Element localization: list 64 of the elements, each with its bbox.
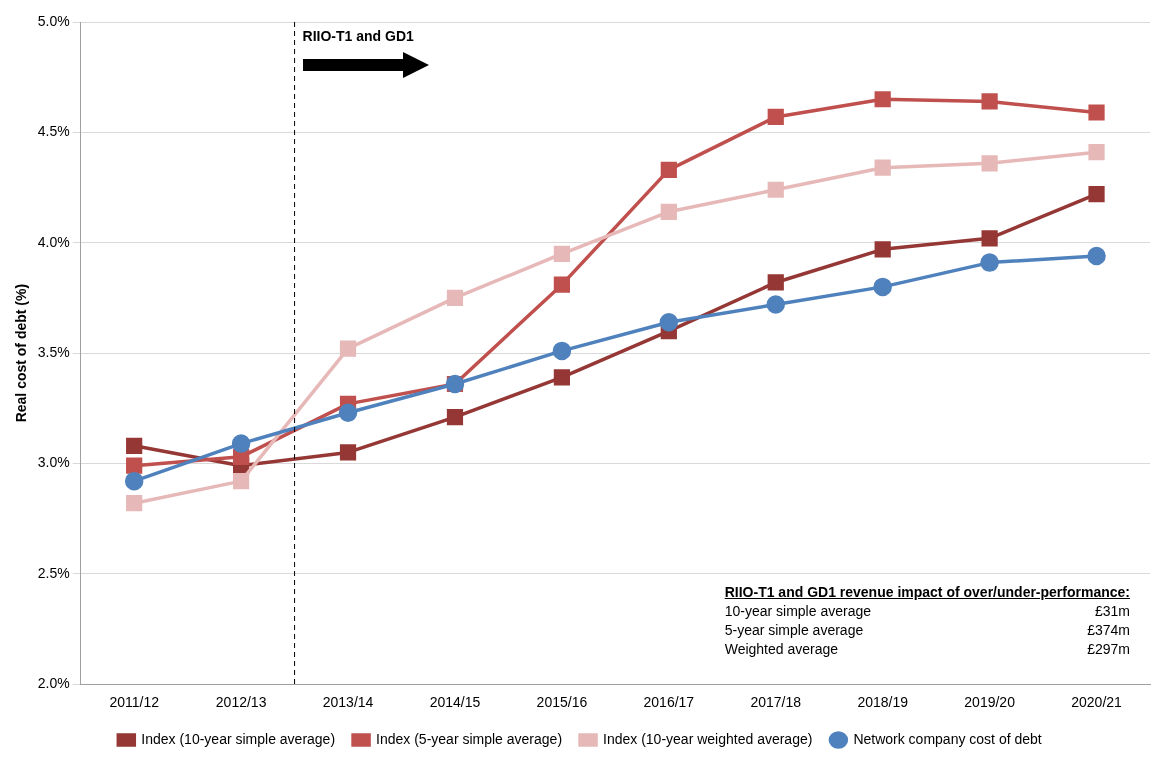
point [339, 340, 357, 357]
point [1088, 144, 1105, 161]
legend-label: Network company cost of debt [853, 730, 1042, 747]
x-tick-label: 2016/17 [643, 694, 695, 711]
x-tick-label: 2019/20 [964, 694, 1016, 711]
point [767, 181, 784, 198]
annotation: £297m [1086, 641, 1130, 658]
point [766, 295, 785, 314]
point [124, 471, 144, 491]
x-tick-label: 2015/16 [536, 694, 588, 711]
annotation: RIIO-T1 and GD1 revenue impact of over/under-performance: [724, 584, 1130, 601]
point [874, 159, 891, 176]
point [553, 276, 571, 293]
point [980, 253, 999, 272]
point [1088, 104, 1105, 121]
y-tick-label: 5.0% [37, 12, 70, 29]
y-axis-title: Real cost of debt (%) [13, 283, 30, 423]
point [126, 437, 143, 454]
y-tick-label: 2.5% [37, 564, 70, 581]
point [338, 403, 358, 422]
point [981, 155, 998, 172]
legend-label: Index (10-year weighted average) [603, 730, 813, 747]
point [660, 203, 677, 220]
y-tick-label: 4.0% [37, 233, 70, 250]
x-tick-label: 2013/14 [322, 694, 374, 711]
x-tick-label: 2012/13 [215, 694, 267, 711]
legend-label: Index (5-year simple average) [376, 730, 563, 747]
point [126, 457, 143, 474]
annotation: £374m [1086, 622, 1130, 639]
annotation: 10-year simple average [724, 603, 872, 620]
y-tick-label: 3.5% [37, 343, 70, 360]
y-tick-label: 4.5% [37, 123, 70, 140]
point [767, 108, 784, 126]
x-tick-label: 2017/18 [750, 694, 802, 711]
point [981, 93, 998, 110]
point [446, 289, 464, 307]
point [874, 241, 891, 258]
annotation: Weighted average [724, 641, 840, 658]
point [1087, 246, 1106, 266]
annotation: £31m [1093, 603, 1130, 620]
legend-label: Index (10-year simple average) [141, 730, 336, 747]
x-tick-label: 2018/19 [857, 694, 909, 711]
point [232, 473, 250, 490]
point [231, 434, 251, 453]
point [1088, 186, 1105, 203]
point [553, 245, 571, 262]
annotation: 5-year simple average [724, 622, 865, 639]
x-tick-label: 2014/15 [429, 694, 481, 711]
point [552, 341, 572, 361]
x-tick-label: 2020/21 [1071, 694, 1123, 711]
point [339, 444, 357, 461]
point [874, 91, 891, 108]
point [126, 495, 143, 512]
point [767, 274, 784, 291]
y-tick-label: 3.0% [37, 454, 70, 471]
point [553, 369, 571, 386]
y-tick-label: 2.0% [37, 675, 70, 692]
x-tick-label: 2011/12 [109, 694, 160, 711]
point [660, 161, 677, 179]
point [446, 409, 464, 426]
point [981, 230, 998, 247]
ref-line-label: RIIO-T1 and GD1 [302, 27, 415, 44]
point [873, 277, 892, 297]
point [659, 312, 679, 332]
